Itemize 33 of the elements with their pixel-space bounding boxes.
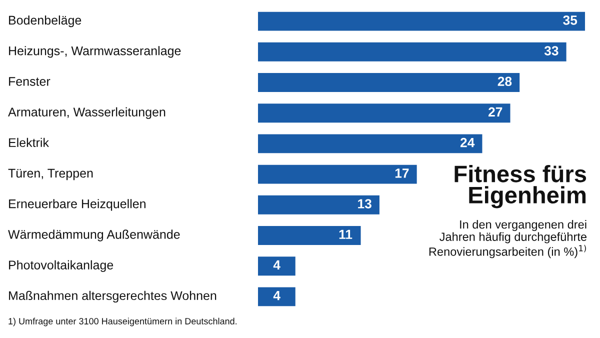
data-label: 4 bbox=[273, 260, 280, 270]
data-label: 28 bbox=[498, 76, 512, 86]
y-tick-label: Fenster bbox=[9, 77, 50, 86]
data-label: 33 bbox=[544, 46, 558, 56]
data-label: 4 bbox=[273, 291, 280, 300]
bar bbox=[258, 226, 361, 245]
bar bbox=[258, 42, 566, 62]
text: In den vergangenen drei Jahren häufig durchgeführte Renovierungsarbeiten (in %)$^{1)}$ bbox=[429, 220, 586, 258]
data-label: 35 bbox=[563, 16, 578, 25]
bar bbox=[258, 73, 520, 92]
data-label: 17 bbox=[395, 168, 409, 178]
data-label: 24 bbox=[460, 138, 475, 148]
bar bbox=[258, 12, 585, 31]
data-label: 27 bbox=[488, 107, 502, 117]
y-tick-label: Erneuerbare Heizquellen bbox=[9, 199, 146, 211]
y-tick-label: Bodenbeläge bbox=[9, 15, 82, 28]
y-tick-label: Wärmedämmung Außenwände bbox=[8, 230, 180, 242]
data-label: 11 bbox=[339, 230, 352, 239]
bar bbox=[258, 256, 296, 276]
y-tick-label: Armaturen, Wasserleitungen bbox=[8, 107, 166, 119]
data-label: 13 bbox=[358, 199, 372, 208]
y-tick-label: Türen, Treppen bbox=[8, 168, 93, 180]
bar bbox=[258, 195, 380, 214]
bar bbox=[258, 134, 482, 154]
text: Fitness fürs Eigenheim bbox=[454, 165, 586, 208]
y-tick-label: Photovoltaikanlage bbox=[9, 260, 114, 272]
y-tick-label: Maßnahmen altersgerechtes Wohnen bbox=[9, 290, 216, 303]
y-tick-label: Heizungs-, Warmwasseranlage bbox=[9, 46, 181, 58]
bar bbox=[258, 164, 417, 184]
y-tick-label: Elektrik bbox=[9, 138, 49, 148]
text: 1) Umfrage unter 3100 Hauseigentümern in Deutschland. bbox=[8, 318, 237, 326]
bar bbox=[258, 104, 510, 123]
bar bbox=[258, 287, 296, 306]
